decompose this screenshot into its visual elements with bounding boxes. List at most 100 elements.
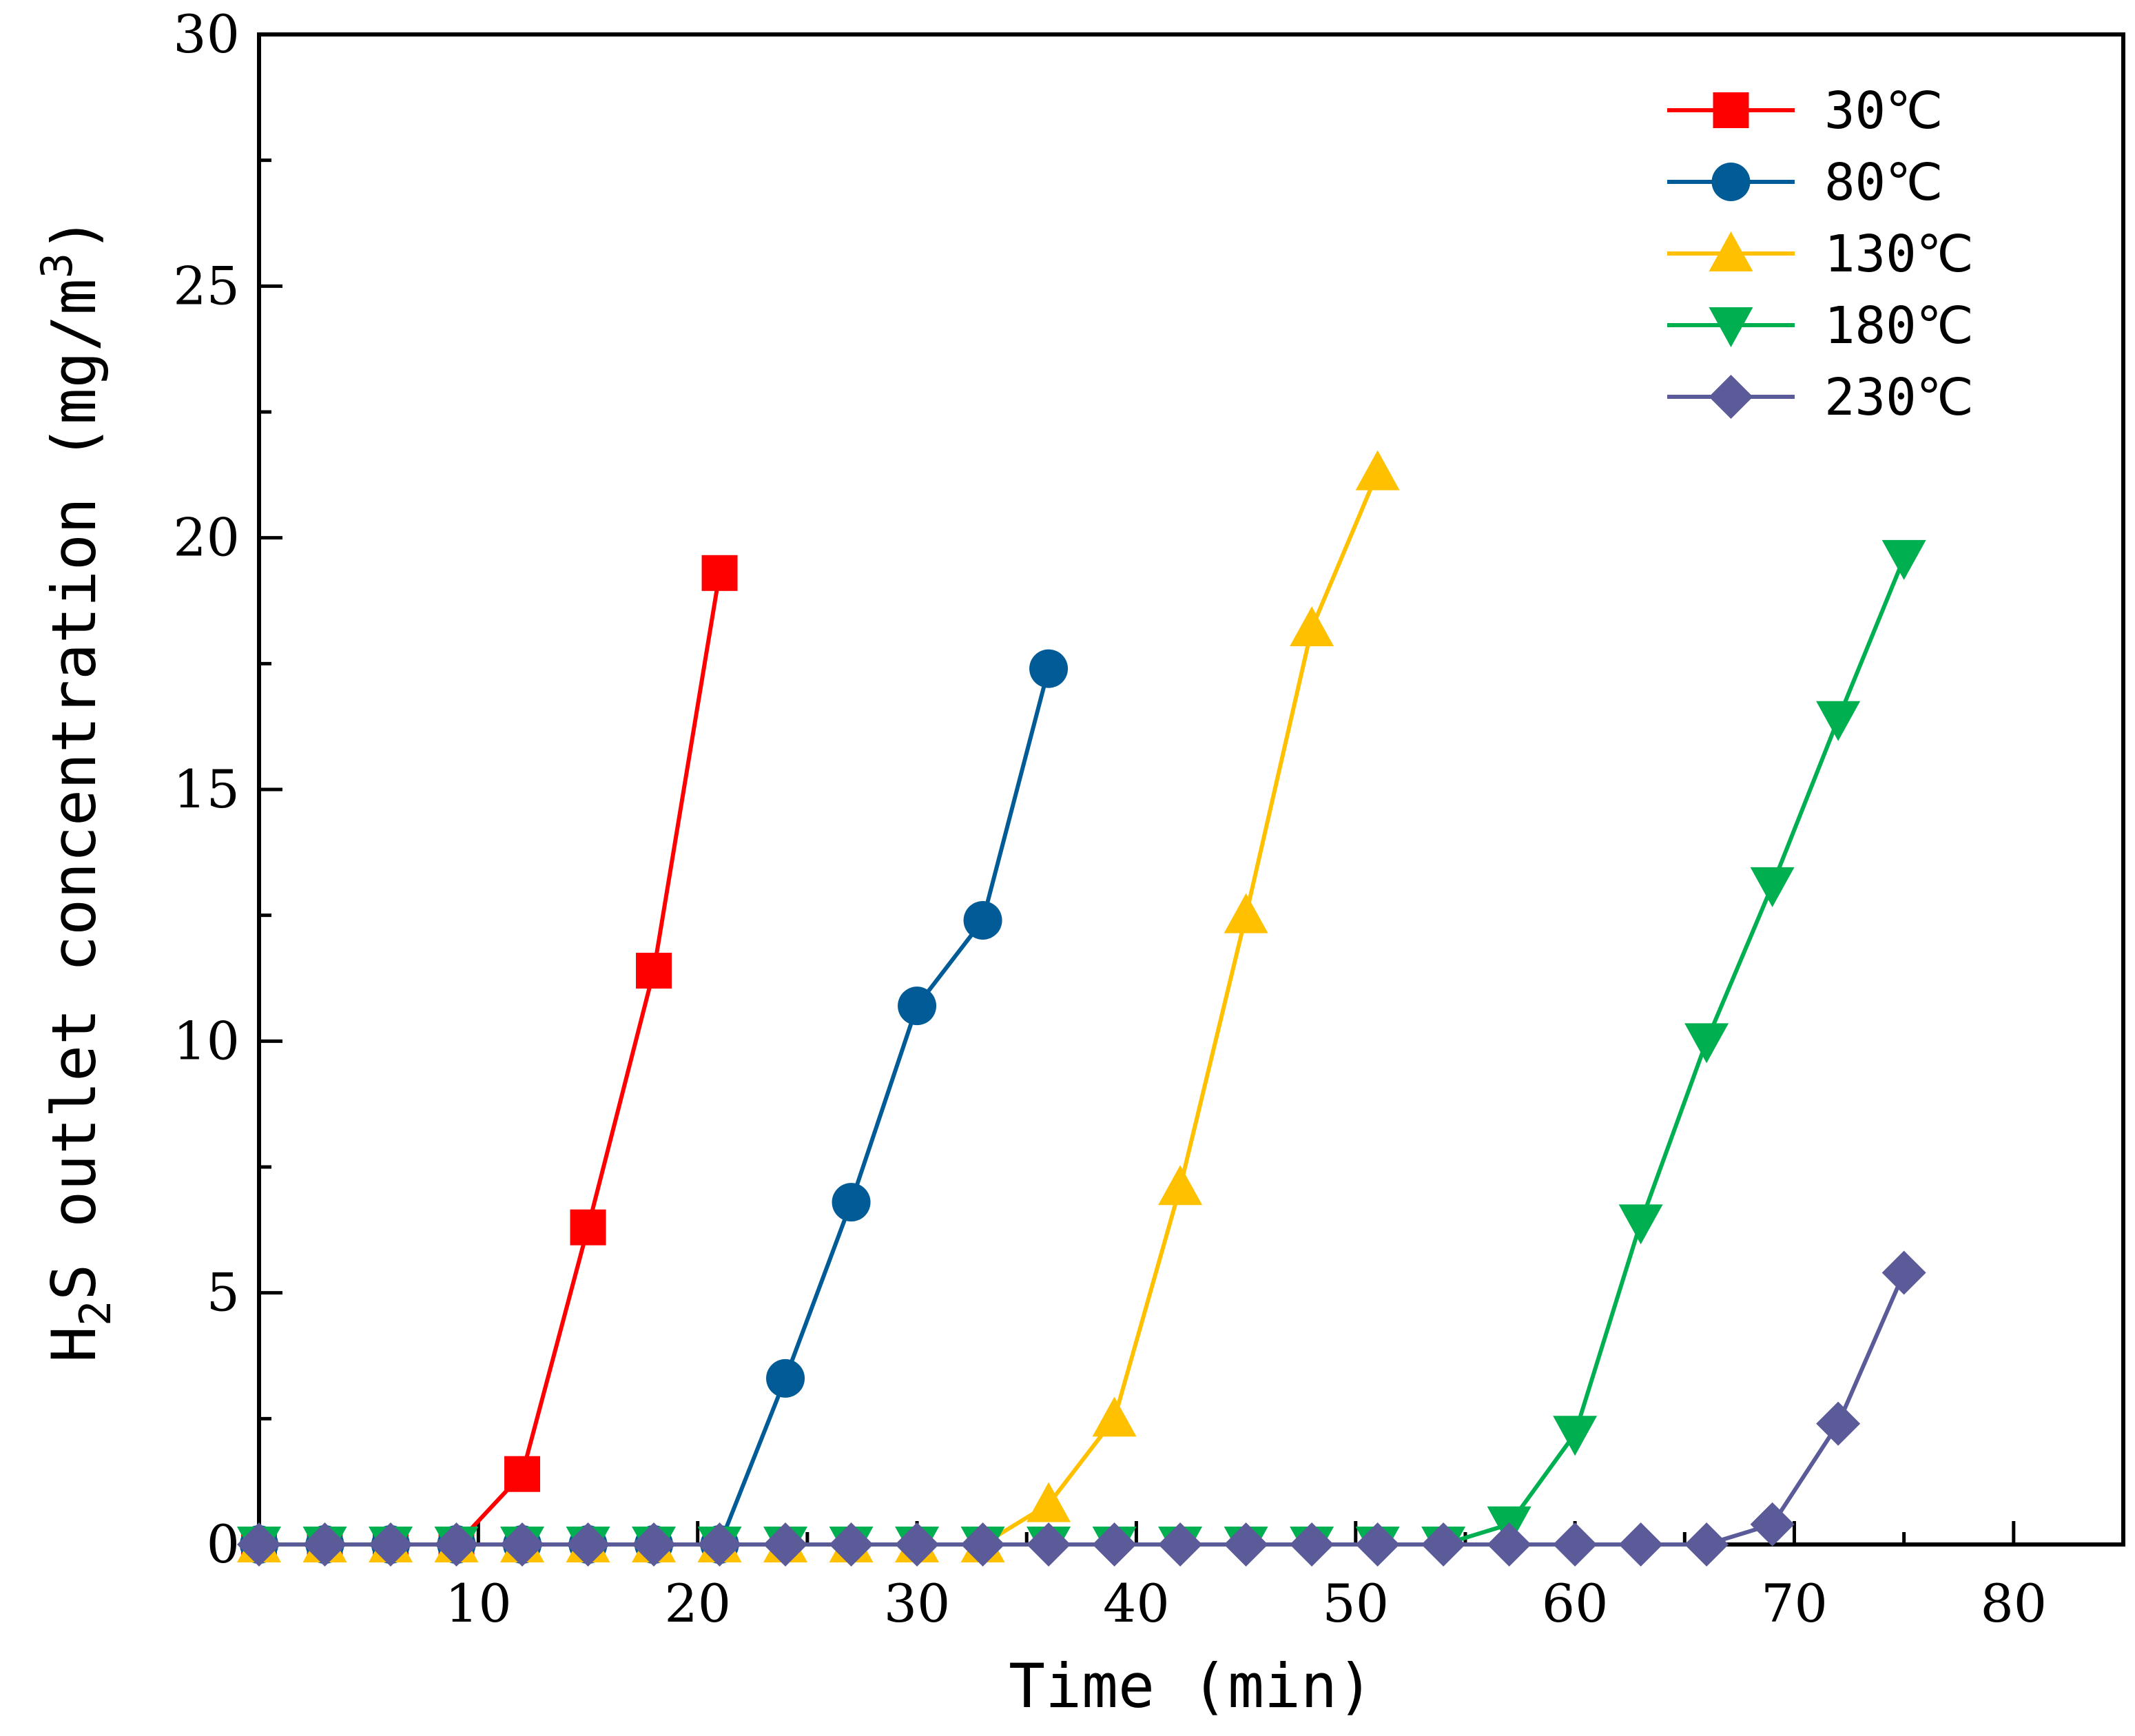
data-point (697, 1522, 742, 1567)
data-point (500, 1522, 545, 1567)
data-point (1750, 1502, 1795, 1547)
legend-marker (1709, 375, 1753, 419)
y-axis-title-close: ) (39, 216, 110, 253)
legend-entry: 230℃ (1667, 368, 1974, 427)
series-line (259, 557, 1906, 1547)
legend-label: 230℃ (1824, 368, 1974, 427)
x-tick-label-30: 30 (884, 1573, 951, 1634)
series-layer (237, 450, 1926, 1567)
legend-label: 80℃ (1824, 153, 1943, 212)
legend-entry: 130℃ (1667, 225, 1974, 284)
x-tick-label-50: 50 (1322, 1573, 1389, 1634)
data-point (237, 1522, 281, 1567)
data-point (1553, 1522, 1598, 1567)
y-axis-tick-labels: 0 5 10 15 20 25 30 (173, 3, 240, 1575)
legend-marker (1713, 92, 1749, 128)
y-tick-label-30: 30 (173, 3, 240, 65)
data-point (832, 1183, 871, 1222)
data-point (1421, 1522, 1466, 1567)
data-point (566, 1522, 610, 1567)
x-tick-label-60: 60 (1542, 1573, 1609, 1634)
data-point (1618, 1522, 1663, 1567)
data-point (1684, 1522, 1729, 1567)
data-point (1029, 649, 1069, 688)
data-point (1487, 1522, 1531, 1567)
series-line (259, 572, 722, 1547)
data-point (1092, 1396, 1137, 1437)
series-triangle-down (237, 539, 1926, 1567)
x-tick-label-10: 10 (445, 1573, 512, 1634)
data-point (1027, 1482, 1071, 1522)
series-triangle-up (237, 450, 1400, 1562)
data-point (829, 1522, 874, 1567)
y-tick-label-0: 0 (207, 1513, 240, 1575)
data-point (1881, 1250, 1926, 1295)
x-axis-tick-labels: 10 20 30 40 50 60 70 80 (445, 1573, 2047, 1634)
series-diamond (237, 1250, 1926, 1567)
y-tick-label-20: 20 (173, 507, 240, 568)
y-axis-title: H2S outlet concentration (mg/m3) (32, 216, 121, 1363)
data-point (963, 900, 1002, 940)
data-point (302, 1522, 347, 1567)
data-point (895, 1522, 940, 1567)
legend-label: 180℃ (1824, 296, 1974, 355)
legend-entry: 30℃ (1667, 81, 1943, 141)
data-point (1290, 1522, 1334, 1567)
data-point (369, 1522, 413, 1567)
data-point (1027, 1522, 1071, 1567)
legend-label: 130℃ (1824, 225, 1974, 284)
y-tick-label-25: 25 (173, 255, 240, 316)
x-tick-label-20: 20 (664, 1573, 731, 1634)
data-point (960, 1522, 1005, 1567)
axis-ticks (259, 32, 2016, 1547)
series-line (259, 668, 1051, 1547)
y-axis-title-rest: S outlet concentration (mg/m (39, 278, 110, 1300)
data-point (1553, 1416, 1598, 1456)
data-point (1816, 1401, 1861, 1446)
x-tick-label-40: 40 (1103, 1573, 1170, 1634)
y-axis-title-main: H (39, 1326, 110, 1363)
legend-marker (1709, 231, 1753, 271)
data-point (504, 1456, 541, 1492)
legend-marker (1711, 163, 1751, 201)
y-tick-label-10: 10 (173, 1010, 240, 1071)
series-square (241, 555, 738, 1562)
x-tick-label-80: 80 (1980, 1573, 2047, 1634)
data-point (1750, 867, 1795, 907)
data-point (1224, 1522, 1268, 1567)
data-point (570, 1209, 606, 1246)
data-point (1618, 1204, 1663, 1245)
data-point (636, 953, 672, 989)
data-point (1684, 1023, 1729, 1064)
legend-label: 30℃ (1824, 81, 1943, 141)
y-tick-label-5: 5 (207, 1262, 240, 1323)
data-point (434, 1522, 479, 1567)
data-point (1158, 1165, 1203, 1206)
series-line (259, 1272, 1906, 1547)
data-point (1355, 1522, 1400, 1567)
series-circle (240, 649, 1069, 1564)
data-point (766, 1358, 805, 1398)
legend-marker (1709, 307, 1753, 347)
data-point (701, 555, 738, 591)
plot-area (237, 32, 2125, 1567)
data-point (1290, 606, 1334, 647)
data-point (1158, 1522, 1203, 1567)
data-point (1881, 539, 1926, 580)
data-point (763, 1522, 808, 1567)
x-tick-label-70: 70 (1761, 1573, 1828, 1634)
data-point (1092, 1522, 1137, 1567)
data-point (1224, 893, 1268, 933)
data-point (1355, 450, 1400, 490)
data-point (1816, 701, 1861, 741)
data-point (632, 1522, 677, 1567)
legend-entry: 80℃ (1667, 153, 1943, 212)
data-point (898, 986, 937, 1026)
legend: 30℃ 80℃ 130℃ 180℃ 230℃ (1667, 81, 1974, 427)
legend-entry: 180℃ (1667, 296, 1974, 355)
y-axis-title-superscript: 3 (32, 253, 82, 278)
series-line (259, 471, 1380, 1547)
x-axis-title: Time (min) (1009, 1651, 1374, 1722)
y-axis-title-subscript: 2 (70, 1301, 121, 1326)
